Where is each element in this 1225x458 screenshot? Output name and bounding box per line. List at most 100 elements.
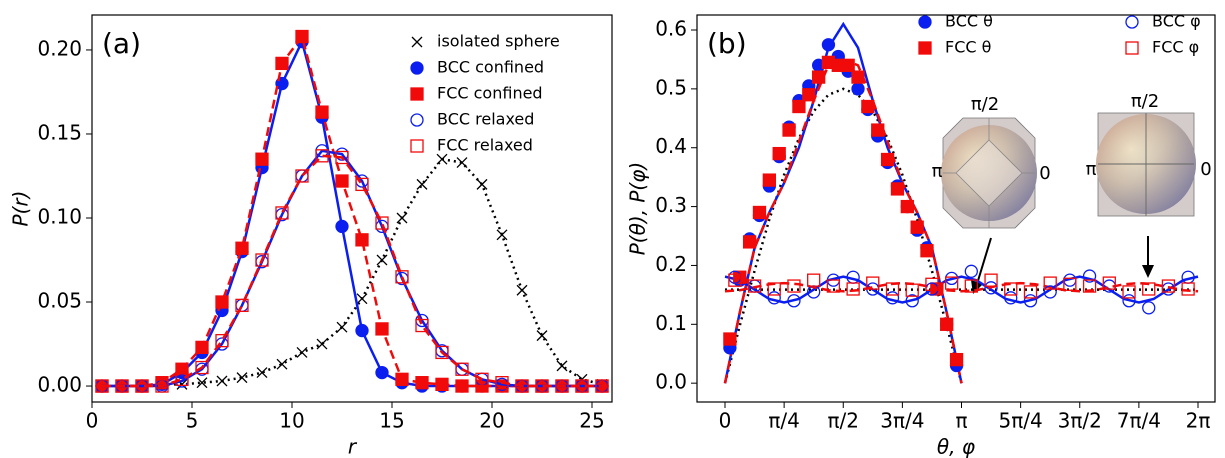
marker bbox=[1063, 277, 1077, 291]
marker bbox=[1122, 294, 1136, 308]
marker bbox=[595, 379, 609, 393]
marker bbox=[535, 379, 549, 393]
legend-label: BCC relaxed bbox=[437, 110, 534, 129]
legend-marker bbox=[918, 41, 932, 55]
marker bbox=[115, 379, 129, 393]
marker bbox=[1142, 282, 1156, 296]
marker bbox=[782, 123, 796, 137]
marker bbox=[792, 99, 806, 114]
marker bbox=[375, 216, 389, 230]
marker bbox=[276, 358, 288, 370]
marker bbox=[396, 212, 408, 224]
marker bbox=[256, 367, 268, 379]
panel-label: (a) bbox=[102, 27, 141, 60]
marker bbox=[575, 379, 589, 393]
marker bbox=[905, 283, 919, 297]
marker bbox=[1004, 291, 1018, 305]
legend-label: FCC confined bbox=[437, 84, 543, 103]
legend-label: FCC θ bbox=[945, 38, 991, 57]
marker bbox=[455, 362, 469, 376]
marker bbox=[516, 284, 528, 296]
marker bbox=[925, 277, 939, 291]
marker bbox=[964, 264, 978, 278]
marker bbox=[949, 352, 964, 367]
marker bbox=[235, 241, 249, 255]
marker bbox=[356, 293, 368, 305]
y-tick-label: 0.10 bbox=[37, 204, 82, 228]
marker bbox=[871, 123, 885, 137]
line bbox=[102, 154, 602, 388]
marker bbox=[1181, 282, 1195, 296]
marker bbox=[315, 105, 329, 119]
y-axis-label: P(θ), P(φ) bbox=[626, 162, 650, 255]
x-tick-label: 3π/2 bbox=[1058, 409, 1102, 433]
marker bbox=[515, 379, 529, 393]
marker bbox=[964, 279, 978, 293]
marker bbox=[984, 273, 998, 287]
line bbox=[102, 157, 603, 388]
marker bbox=[984, 281, 998, 295]
marker bbox=[336, 321, 348, 333]
legend-marker bbox=[1125, 15, 1139, 29]
marker bbox=[890, 182, 905, 196]
marker bbox=[195, 360, 209, 375]
marker bbox=[945, 276, 959, 290]
marker bbox=[375, 322, 389, 336]
marker bbox=[1142, 301, 1156, 315]
inset-sphere-2 bbox=[1096, 112, 1196, 217]
marker bbox=[866, 276, 880, 290]
marker bbox=[920, 244, 934, 258]
marker bbox=[395, 270, 409, 284]
marker bbox=[1004, 282, 1018, 296]
marker bbox=[415, 376, 429, 390]
inset-label: 0 bbox=[1200, 159, 1211, 180]
y-tick-label: 0.20 bbox=[37, 36, 82, 60]
x-tick-label: π/2 bbox=[827, 409, 859, 433]
marker bbox=[802, 88, 816, 102]
marker bbox=[841, 58, 855, 72]
marker bbox=[940, 317, 954, 331]
marker bbox=[723, 332, 737, 346]
marker bbox=[787, 279, 801, 293]
marker bbox=[1082, 279, 1097, 293]
plot-frame bbox=[696, 14, 1216, 403]
marker bbox=[216, 375, 228, 387]
y-tick-label: 0.3 bbox=[655, 193, 687, 217]
marker bbox=[885, 282, 900, 296]
marker bbox=[1043, 276, 1057, 290]
marker bbox=[767, 282, 781, 296]
marker bbox=[880, 152, 895, 167]
x-tick-label: 0 bbox=[86, 409, 99, 433]
marker bbox=[475, 379, 489, 393]
marker bbox=[215, 334, 229, 348]
legend-marker bbox=[411, 36, 423, 48]
marker bbox=[1122, 285, 1136, 299]
marker bbox=[1023, 285, 1038, 299]
marker bbox=[335, 150, 349, 165]
marker bbox=[812, 70, 826, 84]
marker bbox=[536, 330, 548, 342]
marker bbox=[930, 282, 944, 296]
marker bbox=[275, 56, 289, 71]
marker bbox=[885, 291, 900, 305]
marker bbox=[1161, 279, 1176, 293]
marker bbox=[821, 38, 836, 52]
marker bbox=[316, 338, 328, 350]
x-tick-label: 3π/4 bbox=[880, 409, 924, 433]
marker bbox=[436, 153, 448, 165]
legend-label: FCC relaxed bbox=[437, 136, 533, 155]
marker bbox=[355, 177, 369, 192]
marker bbox=[496, 229, 508, 241]
marker bbox=[1023, 294, 1038, 308]
plot-frame bbox=[91, 14, 613, 403]
marker bbox=[846, 282, 860, 296]
inset-label: π bbox=[932, 161, 943, 182]
marker bbox=[910, 220, 924, 234]
x-tick-label: 20 bbox=[479, 409, 504, 433]
x-axis-label: r bbox=[348, 435, 358, 458]
x-tick-label: 5π/4 bbox=[999, 409, 1043, 433]
marker bbox=[1082, 269, 1097, 283]
marker bbox=[728, 273, 742, 287]
marker bbox=[236, 372, 248, 384]
inset-label: π bbox=[1086, 159, 1097, 180]
